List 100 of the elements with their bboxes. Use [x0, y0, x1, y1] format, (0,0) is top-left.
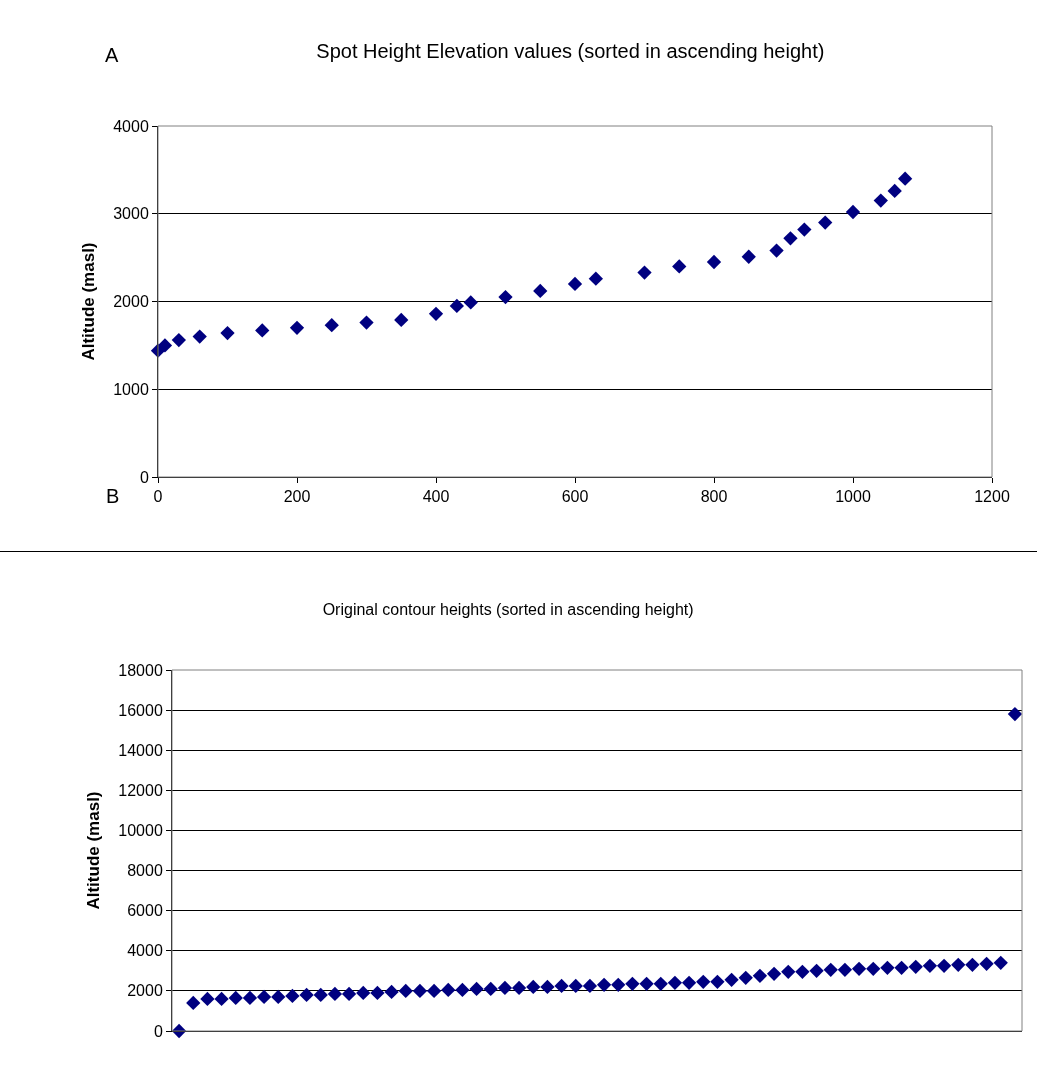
point [200, 991, 215, 1007]
point [483, 981, 498, 997]
point [299, 987, 314, 1003]
point [192, 329, 207, 344]
point [951, 957, 966, 972]
text: B [106, 485, 120, 507]
y-tick-label: 2000 [113, 293, 149, 311]
point [255, 323, 270, 338]
point [186, 995, 201, 1011]
point [567, 276, 583, 292]
y-tick-label: 6000 [127, 902, 163, 920]
point [1007, 706, 1023, 722]
point [412, 983, 428, 999]
text: A [105, 44, 119, 66]
point [171, 332, 186, 348]
point [696, 974, 711, 990]
x-tick-label: 200 [283, 488, 311, 506]
y-tick-label: 18000 [118, 661, 163, 679]
y-tick-label: 2000 [127, 982, 163, 1000]
point [741, 249, 756, 264]
point [469, 981, 484, 997]
point [625, 976, 640, 992]
point [766, 966, 782, 981]
point [285, 988, 300, 1004]
point [511, 980, 527, 996]
point [359, 315, 374, 330]
y-tick-label: 12000 [118, 781, 163, 799]
point [441, 982, 456, 998]
point [769, 243, 784, 258]
point [639, 976, 654, 992]
point [887, 183, 902, 199]
point [242, 990, 258, 1006]
x-tick-label: 800 [700, 488, 728, 506]
point [894, 960, 909, 975]
point [936, 958, 952, 973]
y-tick-label: 0 [139, 468, 149, 486]
point [667, 975, 683, 991]
point [823, 962, 838, 977]
point [398, 983, 413, 999]
point [449, 298, 464, 314]
point [324, 318, 339, 333]
point [455, 982, 470, 998]
y-axis-title: Altitude (masl) [78, 242, 98, 361]
point [837, 962, 853, 977]
point [706, 254, 722, 270]
point [993, 955, 1008, 970]
point [681, 975, 697, 991]
point [783, 231, 798, 246]
point [533, 283, 548, 299]
point [220, 325, 235, 341]
point [428, 306, 444, 321]
y-axis-title: Altitude (masl) [83, 791, 103, 910]
point [554, 978, 569, 994]
y-tick-label: 14000 [118, 741, 163, 759]
x-tick-label: 1000 [835, 488, 871, 506]
y-tick-label: 10000 [118, 822, 163, 840]
point [866, 961, 881, 976]
point [588, 271, 603, 286]
y-tick-label: 1000 [113, 380, 149, 398]
point [568, 978, 583, 994]
point [781, 964, 796, 979]
point [922, 958, 938, 973]
y-tick-label: 3000 [113, 205, 149, 223]
point [271, 989, 286, 1005]
point [463, 295, 478, 310]
x-tick-label: 600 [561, 488, 589, 506]
point [809, 963, 824, 978]
point [795, 964, 810, 979]
point [752, 968, 768, 983]
y-tick-label: 8000 [127, 862, 163, 880]
point [370, 985, 385, 1001]
point [724, 972, 739, 988]
point [818, 215, 833, 230]
point [313, 987, 328, 1003]
chart-title: Original contour heights (sorted in ascending height) [322, 600, 694, 618]
point [979, 956, 994, 971]
point [341, 986, 357, 1002]
point [797, 222, 812, 237]
y-tick-label: 4000 [113, 117, 149, 135]
point [498, 289, 513, 305]
y-tick-label: 0 [153, 1022, 163, 1040]
point [611, 977, 626, 993]
point [845, 204, 861, 220]
y-tick-label: 16000 [118, 701, 163, 719]
chart-title: Spot Height Elevation values (sorted in ascending height) [316, 40, 825, 63]
y-tick-label: 4000 [127, 942, 163, 960]
point [851, 961, 867, 976]
point [540, 979, 555, 995]
point [710, 974, 725, 990]
x-tick-label: 1200 [974, 488, 1010, 506]
point [653, 976, 668, 992]
point [214, 991, 229, 1007]
point [873, 193, 888, 208]
point [356, 985, 371, 1001]
point [497, 980, 513, 996]
point [289, 320, 305, 335]
point [157, 338, 173, 353]
x-tick-label: 400 [422, 488, 450, 506]
point [582, 978, 598, 994]
point [596, 977, 612, 993]
